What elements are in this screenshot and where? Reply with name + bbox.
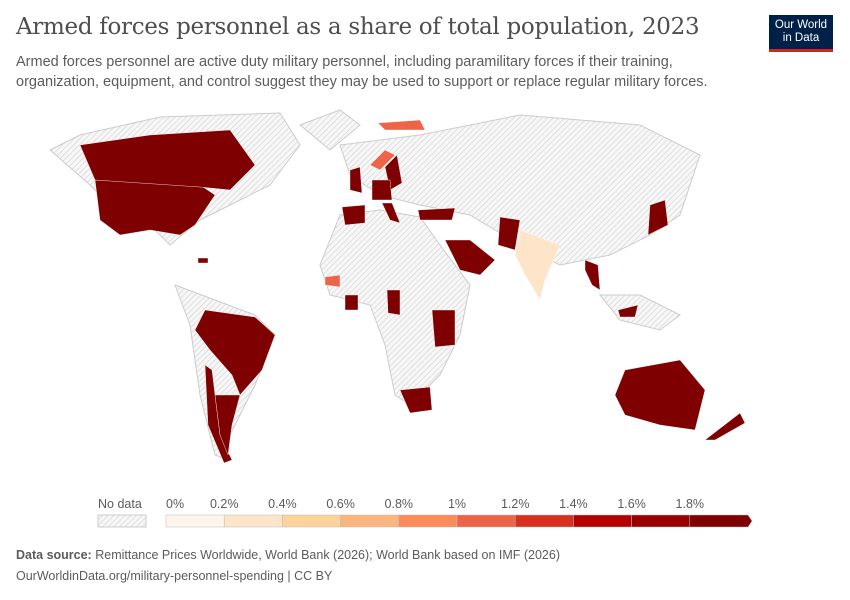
legend-bin[interactable] [514, 514, 574, 528]
country-india[interactable] [514, 229, 561, 301]
country-cote-d-ivoire[interactable] [344, 294, 359, 311]
legend-no-data-swatch [97, 514, 147, 528]
country-thailand[interactable] [584, 259, 601, 291]
country-spain[interactable] [341, 204, 366, 226]
legend-tick-label: 0.6% [326, 497, 355, 511]
country-cameroon[interactable] [386, 289, 401, 316]
legend-bin[interactable] [689, 514, 753, 528]
country-kenya[interactable] [431, 309, 456, 348]
legend-tick-label: 0.2% [209, 497, 239, 511]
country-japan[interactable] [647, 199, 669, 236]
legend-bin[interactable] [456, 514, 516, 528]
greenland-land [299, 109, 361, 151]
legend-tick-label: 0.8% [384, 497, 414, 511]
source-label: Data source: [16, 548, 92, 562]
legend-bar [97, 514, 753, 528]
legend-bin[interactable] [398, 514, 458, 528]
legend-bin[interactable] [282, 514, 341, 528]
country-turkey[interactable] [417, 207, 456, 221]
country-germany[interactable] [371, 179, 393, 201]
chart-subtitle: Armed forces personnel are active duty m… [16, 54, 708, 90]
country-dominican-republic[interactable] [197, 257, 209, 264]
legend-tick-label: 1.4% [559, 497, 588, 511]
country-united-states[interactable] [94, 179, 216, 236]
legend-bin[interactable] [631, 514, 691, 528]
legend-bin[interactable] [223, 514, 283, 528]
legend-bin[interactable] [573, 514, 632, 528]
source-line: Data source: Remittance Prices Worldwide… [16, 548, 560, 562]
country-chile[interactable] [204, 364, 233, 464]
eurasia-land [339, 114, 701, 266]
legend-tick-label: 1.2% [500, 497, 530, 511]
legend-no-data-label: No data [98, 497, 142, 511]
country-united-kingdom[interactable] [349, 166, 363, 194]
country-new-zealand[interactable] [704, 412, 746, 441]
indonesia-land [598, 294, 681, 331]
country-south-africa[interactable] [399, 386, 433, 414]
country-malaysia[interactable] [617, 304, 639, 318]
country-norway[interactable] [369, 119, 426, 171]
country-senegal[interactable] [324, 274, 341, 288]
legend-tick-label: 1.6% [617, 497, 646, 511]
country-canada[interactable] [79, 129, 256, 191]
country-saudi-arabia[interactable] [444, 239, 496, 276]
legend-bin[interactable] [340, 514, 400, 528]
country-italy[interactable] [381, 202, 401, 224]
legend-tick-label: 1% [447, 497, 467, 511]
url-line[interactable]: OurWorldinData.org/military-personnel-sp… [16, 569, 333, 583]
legend-tick-label: 0.4% [268, 497, 297, 511]
world-map [49, 109, 746, 464]
source-text: Remittance Prices Worldwide, World Bank … [95, 548, 561, 562]
country-argentina[interactable] [214, 394, 241, 456]
legend-tick-label: 0% [166, 497, 185, 511]
legend-bin[interactable] [165, 514, 225, 528]
owid-logo[interactable]: Our World in Data [769, 15, 833, 52]
chart-title: Armed forces personnel as a share of tot… [16, 14, 700, 40]
country-australia[interactable] [614, 359, 706, 431]
country-pakistan[interactable] [497, 216, 521, 251]
legend-tick-label: 1.8% [675, 497, 705, 511]
